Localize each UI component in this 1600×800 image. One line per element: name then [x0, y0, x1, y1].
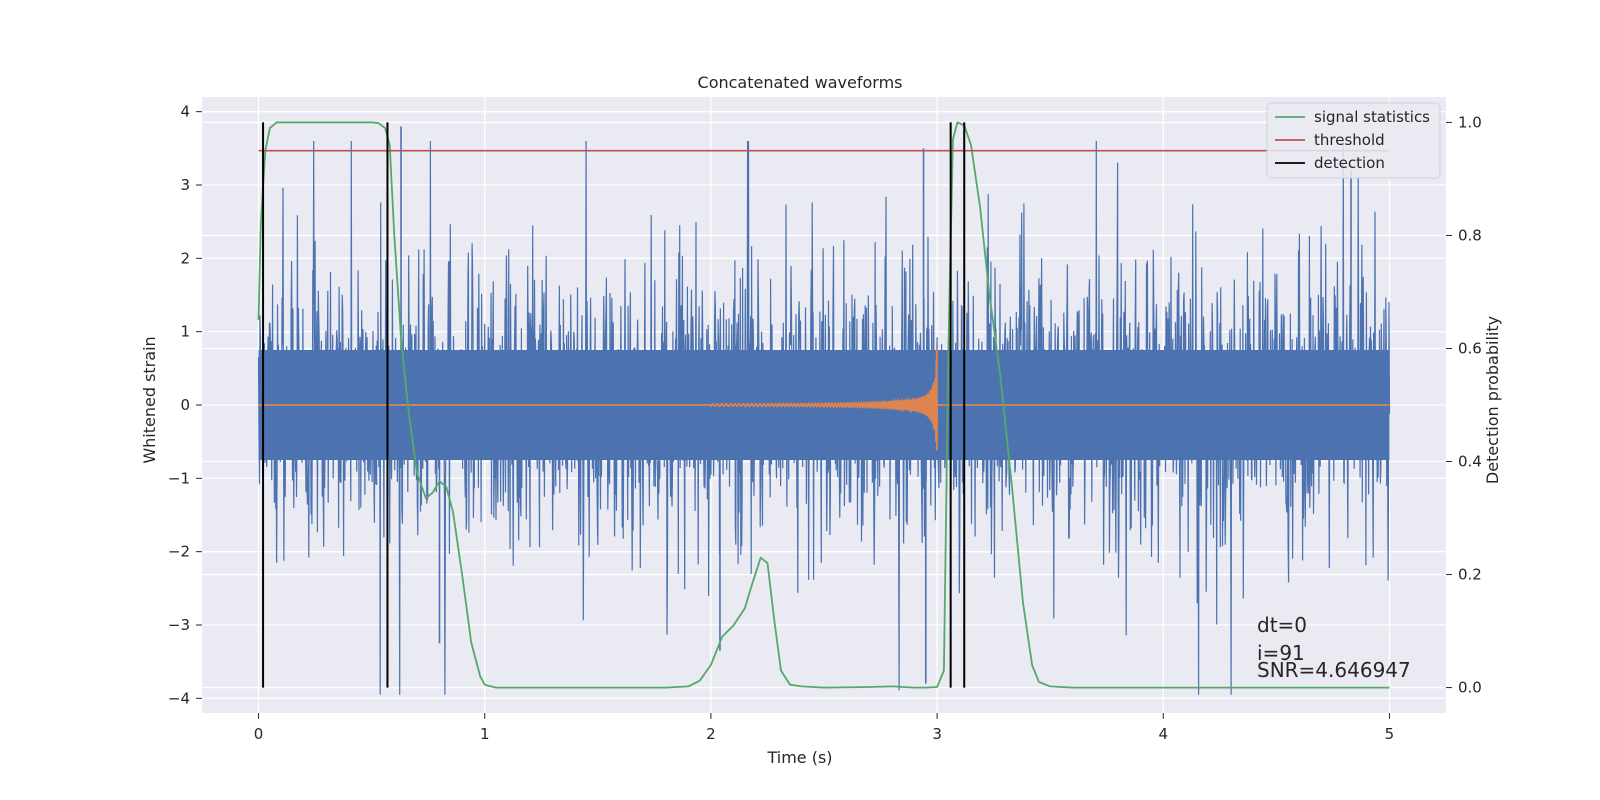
legend-box [1266, 102, 1441, 179]
x-axis-label: Time (s) [766, 748, 832, 767]
ticks: 0 1 2 3 4 5 −4 −3 −2 −1 0 1 2 3 4 0.0 0.2 0.4 0.6 0.8 1.0 [168, 103, 1482, 743]
x-tick-label: 5 [1385, 725, 1395, 743]
y2-tick-label: 0.4 [1458, 453, 1482, 471]
annotations: dt=0 i=91 SNR=4.646947 [1257, 613, 1411, 682]
y2-tick-label: 0.8 [1458, 226, 1482, 244]
y-tick-label: 1 [180, 323, 190, 341]
y2-axis-label: Detection probability [1483, 316, 1502, 484]
legend-label-threshold: threshold [1314, 131, 1385, 149]
y-tick-label: −1 [168, 469, 190, 487]
y-tick-label: −2 [168, 543, 190, 561]
legend-label-detection: detection [1314, 154, 1385, 172]
x-tick-label: 3 [932, 725, 942, 743]
y-axis-label: Whitened strain [140, 336, 159, 463]
y2-tick-label: 1.0 [1458, 113, 1482, 131]
legend-label-signal-statistics: signal statistics [1314, 108, 1430, 126]
data-series [257, 121, 1391, 695]
y-tick-label: 0 [180, 396, 190, 414]
y-tick-label: 3 [180, 176, 190, 194]
chart-title: Concatenated waveforms [698, 73, 903, 92]
injected-chirp-line [258, 348, 1390, 451]
y2-tick-label: 0.2 [1458, 566, 1482, 584]
y-tick-label: 2 [180, 249, 190, 267]
y-tick-label: −3 [168, 616, 190, 634]
annotation-dt: dt=0 [1257, 613, 1307, 637]
y-tick-label: −4 [168, 689, 190, 707]
signal-statistics-line [257, 121, 1390, 689]
x-tick-label: 4 [1158, 725, 1168, 743]
y-tick-label: 4 [180, 103, 190, 121]
legend: signal statistics threshold detection [1266, 102, 1441, 179]
y2-tick-label: 0.6 [1458, 339, 1482, 357]
x-tick-label: 2 [706, 725, 716, 743]
annotation-snr: SNR=4.646947 [1257, 658, 1411, 682]
x-tick-label: 0 [254, 725, 264, 743]
y2-tick-label: 0.0 [1458, 679, 1482, 697]
annotation-index: i=91 [1257, 641, 1305, 665]
x-tick-label: 1 [480, 725, 490, 743]
